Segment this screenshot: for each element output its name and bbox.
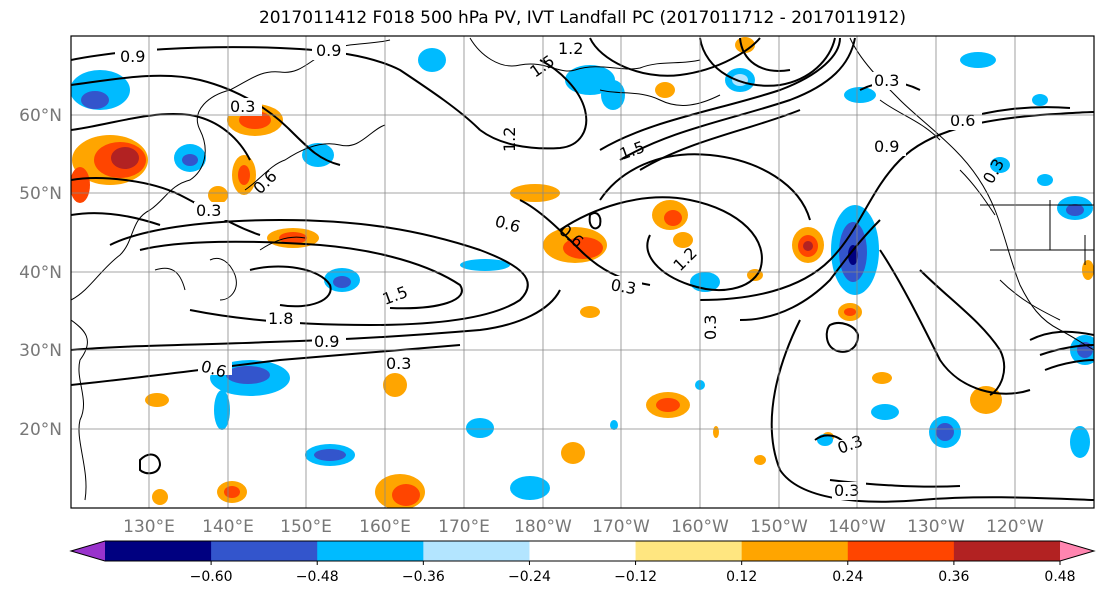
contour-label: 0.3 bbox=[874, 71, 899, 90]
lon-label: 150°E bbox=[280, 517, 332, 537]
contour-label: 0.3 bbox=[386, 354, 411, 373]
colorbar-tick-label: −0.24 bbox=[508, 569, 551, 585]
lon-label: 140°W bbox=[828, 517, 886, 537]
lat-label: 20°N bbox=[19, 420, 62, 440]
lon-label: 180°W bbox=[514, 517, 572, 537]
colorbar-segment bbox=[105, 541, 212, 561]
contour-label: 1.8 bbox=[268, 309, 293, 328]
colorbar-segment bbox=[317, 541, 424, 561]
contour-label: 1.2 bbox=[500, 127, 519, 152]
colorbar-segment bbox=[741, 541, 849, 561]
colorbar-segment bbox=[529, 541, 637, 561]
lat-label: 50°N bbox=[19, 184, 62, 204]
colorbar-tick-label: −0.48 bbox=[296, 569, 339, 585]
contour-label: 0.9 bbox=[874, 137, 899, 156]
colorbar-segment bbox=[635, 541, 743, 561]
colorbar-tick-label: 0.48 bbox=[1044, 569, 1075, 585]
contour-label: 0.3 bbox=[609, 275, 637, 298]
coastlines bbox=[71, 37, 1094, 501]
plot-frame bbox=[70, 35, 1095, 509]
lon-label: 120°W bbox=[986, 517, 1044, 537]
lat-label: 60°N bbox=[19, 106, 62, 126]
lon-label: 140°E bbox=[202, 517, 254, 537]
longitude-labels: 130°E 140°E 150°E 160°E 170°E 180°W 170°… bbox=[123, 517, 1044, 537]
lat-label: 30°N bbox=[19, 341, 62, 361]
colorbar-outline bbox=[69, 540, 1096, 562]
colorbar-tick-label: −0.36 bbox=[402, 569, 445, 585]
lon-label: 160°W bbox=[671, 517, 729, 537]
lon-label: 130°W bbox=[907, 517, 965, 537]
colorbar-tick-label: −0.12 bbox=[614, 569, 657, 585]
colorbar-extend-min bbox=[71, 541, 105, 561]
lon-label: 160°E bbox=[359, 517, 411, 537]
colorbar-extend-max bbox=[1060, 541, 1094, 561]
lon-label: 170°E bbox=[438, 517, 490, 537]
colorbar-tick-label: 0.24 bbox=[832, 569, 863, 585]
contour-label: 0.9 bbox=[316, 41, 341, 60]
lon-label: 130°E bbox=[123, 517, 175, 537]
contour-label: 0.6 bbox=[950, 111, 975, 130]
contour-label: 0.3 bbox=[701, 315, 720, 340]
colorbar-segment bbox=[211, 541, 318, 561]
colorbar-segment bbox=[953, 541, 1061, 561]
contour-label: 0.9 bbox=[120, 47, 145, 66]
colorbar-segment bbox=[847, 541, 955, 561]
gridlines bbox=[71, 36, 1094, 508]
colorbar: −0.60 −0.48 −0.36 −0.24 −0.12 0.12 0.24 0.36 0.4… bbox=[69, 540, 1096, 585]
lat-label: 40°N bbox=[19, 263, 62, 283]
contour-label: 0.3 bbox=[196, 201, 221, 220]
colorbar-tick-label: −0.60 bbox=[190, 569, 233, 585]
pv-contours bbox=[71, 37, 1094, 503]
contour-label: 1.2 bbox=[558, 39, 583, 58]
latitude-labels: 60°N 50°N 40°N 30°N 20°N bbox=[19, 106, 62, 440]
colorbar-segment bbox=[423, 541, 530, 561]
lon-label: 170°W bbox=[592, 517, 650, 537]
colorbar-tick-label: 0.12 bbox=[726, 569, 757, 585]
contour-label: 0.3 bbox=[230, 97, 255, 116]
contour-label: 0.3 bbox=[834, 481, 859, 500]
colorbar-tick-label: 0.36 bbox=[938, 569, 969, 585]
lon-label: 150°W bbox=[750, 517, 808, 537]
map-title: 2017011412 F018 500 hPa PV, IVT Landfall… bbox=[258, 8, 906, 28]
contour-label: 0.9 bbox=[314, 332, 339, 351]
